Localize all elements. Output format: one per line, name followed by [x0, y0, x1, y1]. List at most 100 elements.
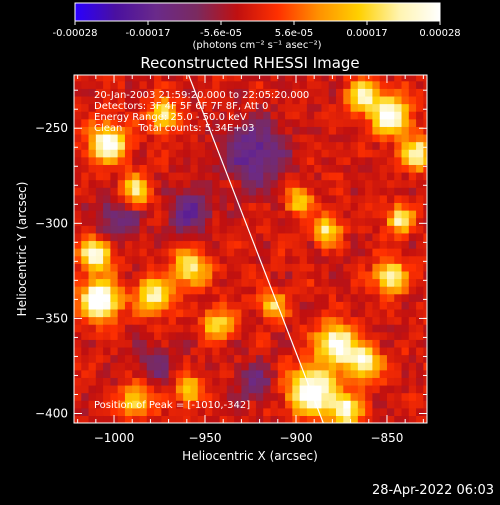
heatmap-cell — [299, 171, 308, 181]
heatmap-cell — [205, 316, 213, 325]
heatmap-cell — [423, 400, 427, 409]
heatmap-cell — [248, 232, 257, 242]
heatmap-cell — [124, 149, 133, 158]
heatmap-cell — [343, 346, 352, 356]
heatmap-cell — [81, 210, 90, 219]
heatmap-cell — [299, 377, 308, 386]
heatmap-cell — [183, 225, 192, 234]
heatmap-cell — [117, 407, 126, 416]
heatmap-cell — [416, 187, 424, 196]
heatmap-cell — [277, 75, 286, 82]
heatmap-cell — [88, 362, 97, 371]
colorbar-tick-label: 0.00028 — [419, 28, 460, 39]
heatmap-cell — [124, 392, 133, 401]
heatmap-cell — [161, 346, 170, 356]
heatmap-cell — [95, 339, 104, 348]
heatmap-cell — [74, 308, 82, 318]
heatmap-cell — [234, 126, 242, 135]
heatmap-cell — [365, 88, 374, 97]
heatmap-cell — [226, 415, 235, 423]
heatmap-cell — [408, 354, 417, 363]
heatmap-cell — [124, 118, 133, 127]
heatmap-cell — [81, 75, 90, 82]
heatmap-cell — [139, 369, 148, 378]
heatmap-cell — [386, 270, 395, 280]
heatmap-cell — [190, 407, 199, 416]
heatmap-cell — [365, 346, 374, 356]
heatmap-cell — [81, 133, 90, 143]
heatmap-cell — [234, 240, 242, 249]
heatmap-cell — [263, 255, 272, 264]
heatmap-cell — [372, 217, 381, 226]
heatmap-cell — [306, 308, 315, 318]
heatmap-cell — [103, 187, 111, 196]
heatmap-cell — [124, 164, 133, 173]
heatmap-cell — [248, 415, 257, 423]
heatmap-cell — [379, 80, 388, 89]
heatmap-cell — [154, 308, 162, 318]
heatmap-cell — [416, 286, 424, 295]
heatmap-cell — [175, 202, 184, 211]
heatmap-cell — [241, 133, 250, 143]
heatmap-cell — [416, 278, 424, 287]
heatmap-cell — [328, 400, 337, 409]
heatmap-cell — [372, 362, 381, 371]
heatmap-cell — [139, 354, 148, 363]
heatmap-cell — [139, 141, 148, 150]
heatmap-cell — [336, 118, 344, 127]
heatmap-cell — [124, 308, 133, 318]
heatmap-cell — [270, 232, 279, 242]
heatmap-cell — [423, 270, 427, 280]
heatmap-cell — [154, 278, 162, 287]
heatmap-cell — [321, 278, 330, 287]
heatmap-cell — [255, 232, 264, 242]
heatmap-cell — [146, 392, 155, 401]
heatmap-cell — [88, 377, 97, 386]
heatmap-cell — [401, 308, 410, 318]
heatmap-cell — [124, 210, 133, 219]
heatmap-cell — [270, 316, 279, 325]
heatmap-cell — [241, 225, 250, 234]
heatmap-cell — [95, 384, 104, 394]
heatmap-cell — [321, 80, 330, 89]
heatmap-cell — [132, 156, 141, 165]
heatmap-cell — [277, 377, 286, 386]
heatmap-cell — [394, 400, 403, 409]
heatmap-cell — [285, 95, 293, 105]
heatmap-cell — [379, 346, 388, 356]
heatmap-cell — [139, 362, 148, 371]
heatmap-cell — [117, 354, 126, 363]
heatmap-cell — [124, 331, 133, 340]
heatmap-cell — [161, 248, 170, 257]
heatmap-cell — [314, 369, 323, 378]
heatmap-cell — [154, 301, 162, 310]
heatmap-cell — [74, 270, 82, 280]
heatmap-cell — [306, 111, 315, 120]
heatmap-cell — [241, 194, 250, 204]
heatmap-cell — [357, 324, 366, 333]
heatmap-cell — [110, 369, 119, 378]
heatmap-cell — [321, 95, 330, 105]
heatmap-cell — [372, 392, 381, 401]
heatmap-cell — [88, 210, 97, 219]
heatmap-cell — [263, 263, 272, 272]
heatmap-cell — [234, 255, 242, 264]
heatmap-cell — [299, 316, 308, 325]
heatmap-cell — [365, 255, 374, 264]
heatmap-cell — [314, 286, 323, 295]
heatmap-cell — [88, 194, 97, 204]
heatmap-cell — [372, 232, 381, 242]
heatmap-cell — [219, 156, 228, 165]
heatmap-cell — [277, 232, 286, 242]
heatmap-cell — [328, 126, 337, 135]
heatmap-cell — [81, 331, 90, 340]
heatmap-cell — [328, 255, 337, 264]
heatmap-cell — [416, 354, 424, 363]
heatmap-cell — [386, 415, 395, 423]
heatmap-cell — [401, 270, 410, 280]
heatmap-cell — [226, 263, 235, 272]
heatmap-cell — [248, 339, 257, 348]
heatmap-cell — [146, 270, 155, 280]
heatmap-cell — [263, 232, 272, 242]
heatmap-cell — [306, 171, 315, 181]
